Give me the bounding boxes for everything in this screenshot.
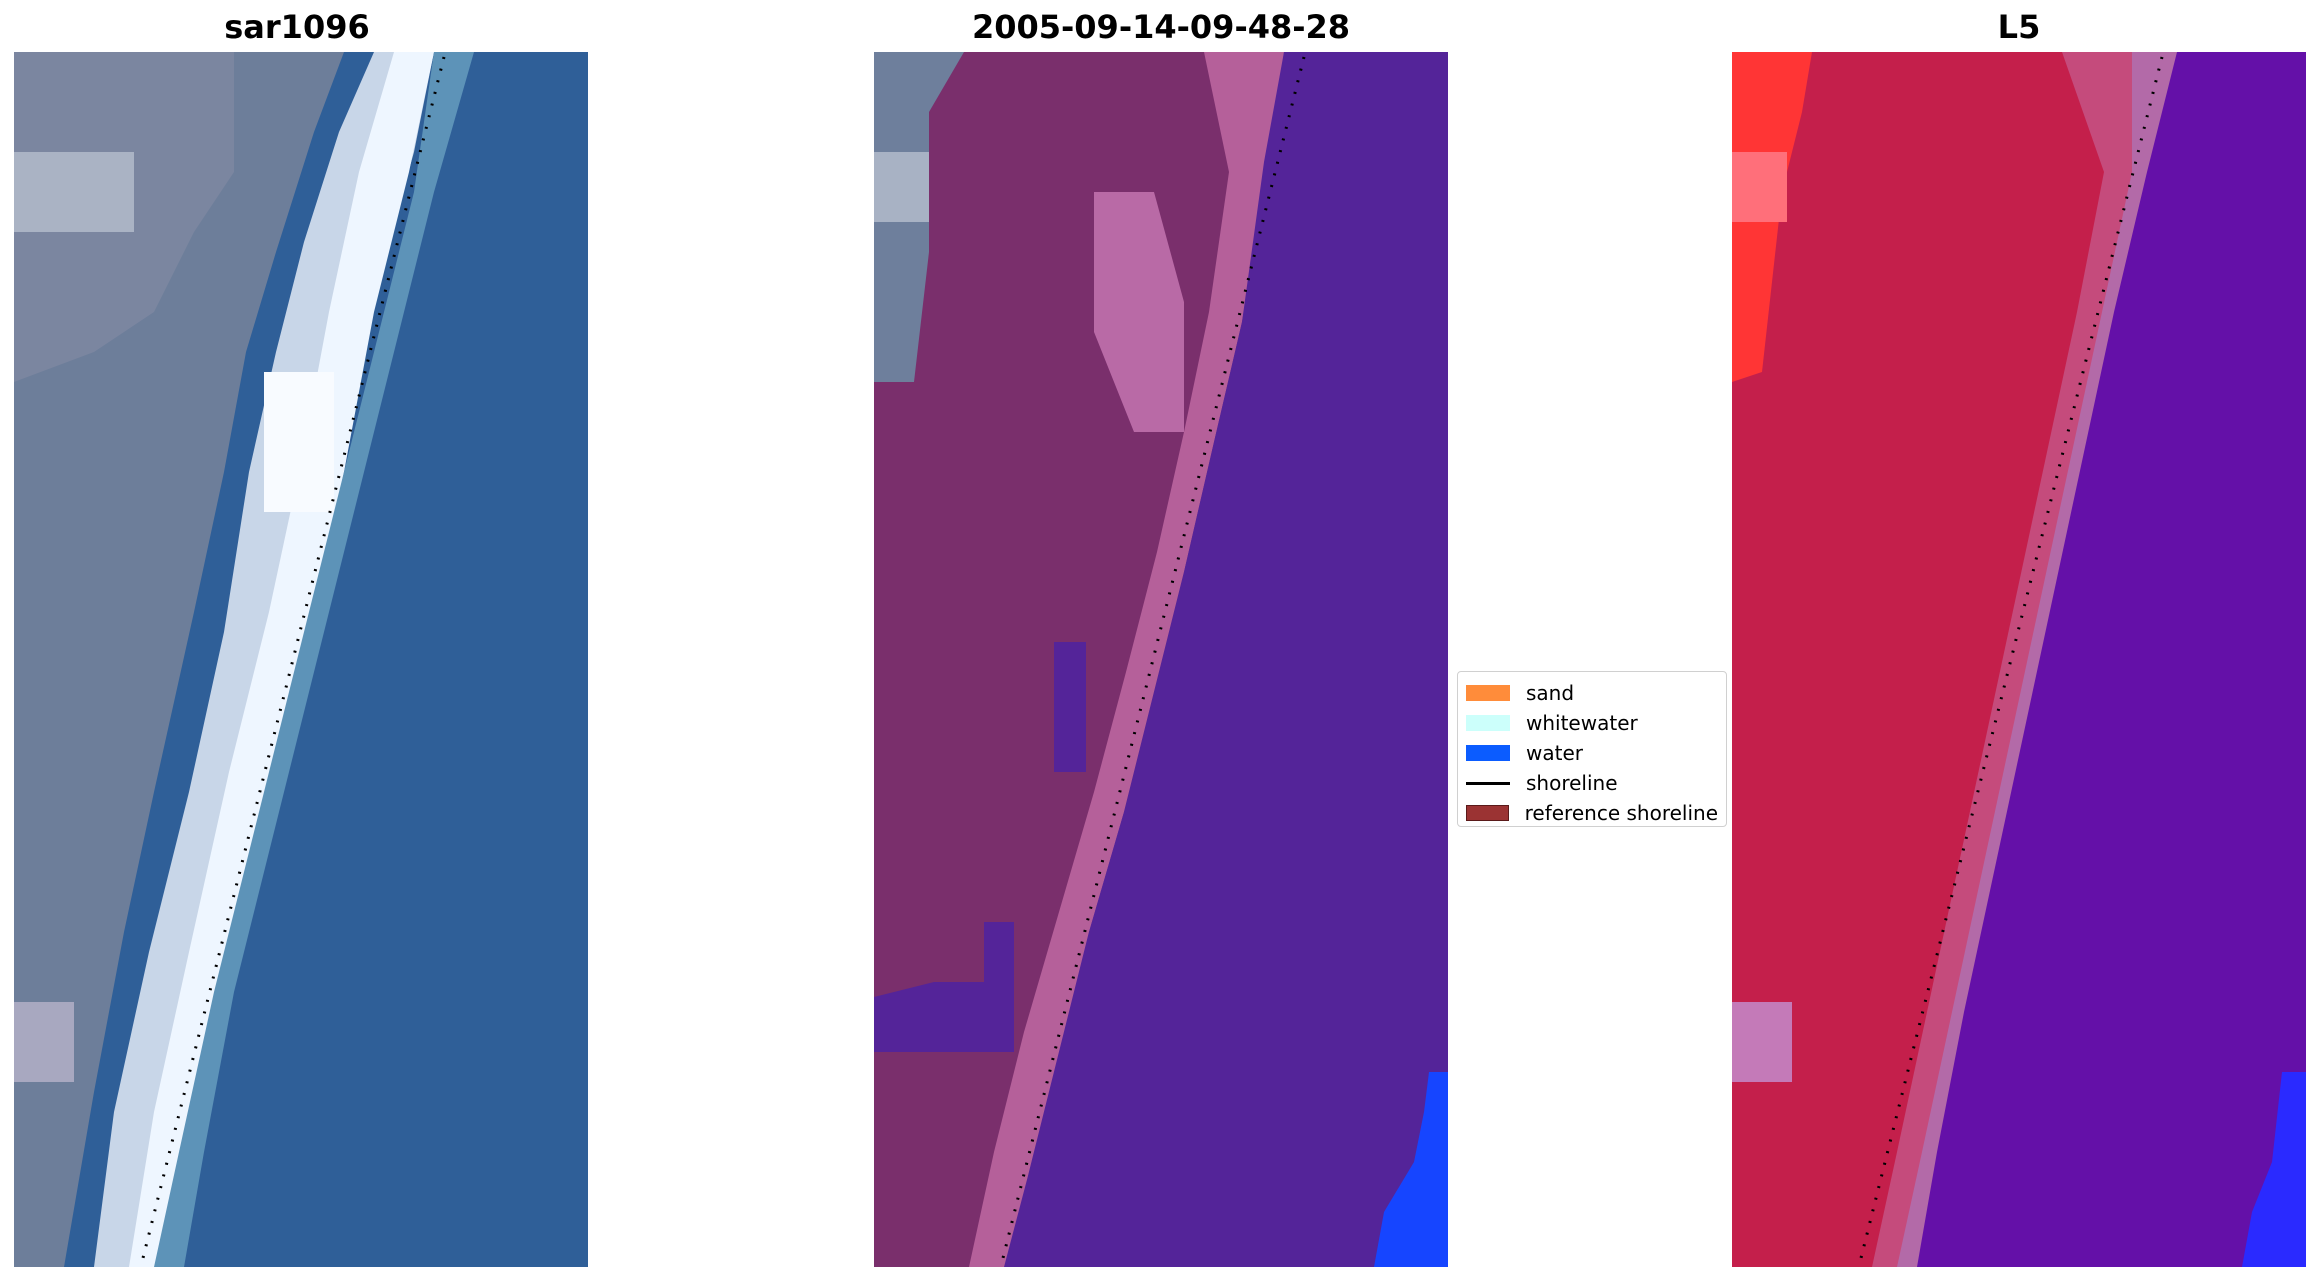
legend-label-water: water (1526, 741, 1583, 765)
legend-item-sand: sand (1466, 678, 1718, 708)
legend-label-sand: sand (1526, 681, 1575, 705)
legend-label-reference-shoreline: reference shoreline (1524, 801, 1718, 825)
panel-title-l5: L5 (1997, 8, 2041, 46)
panel-title-sar1096: sar1096 (224, 8, 370, 46)
legend-swatch-sand (1466, 685, 1510, 701)
rgb-image (14, 52, 588, 1267)
panel-title-date: 2005-09-14-09-48-28 (971, 8, 1351, 46)
legend-item-reference-shoreline: reference shoreline (1466, 798, 1718, 828)
legend-line-shoreline (1466, 781, 1510, 785)
rgb-image-panel (14, 52, 588, 1267)
legend-item-water: water (1466, 738, 1718, 768)
legend-swatch-reference-shoreline (1466, 805, 1509, 821)
legend-item-shoreline: shoreline (1466, 768, 1718, 798)
legend-label-whitewater: whitewater (1526, 711, 1638, 735)
classification-image (874, 52, 1448, 1267)
false-color-panel (1732, 52, 2306, 1267)
classification-panel (874, 52, 1448, 1267)
legend-item-whitewater: whitewater (1466, 708, 1718, 738)
false-color-image (1732, 52, 2306, 1267)
legend-swatch-whitewater (1466, 715, 1510, 731)
legend: sand whitewater water shoreline referenc… (1457, 671, 1727, 827)
legend-swatch-water (1466, 745, 1510, 761)
legend-label-shoreline: shoreline (1526, 771, 1618, 795)
